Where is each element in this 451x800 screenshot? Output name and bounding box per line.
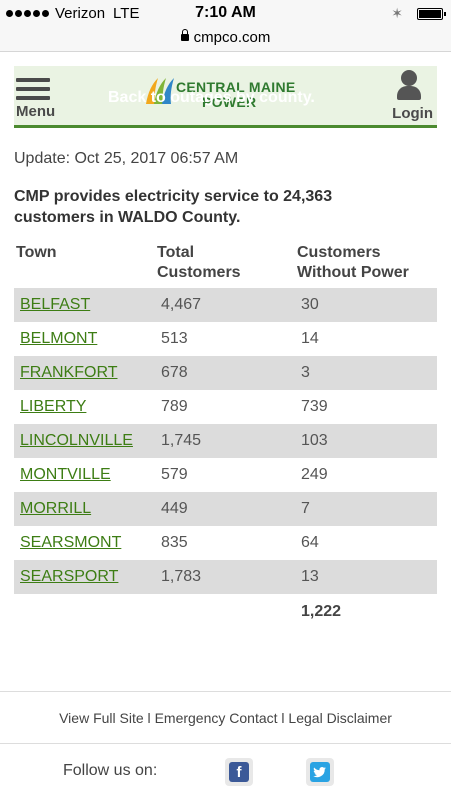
view-full-site-link[interactable]: View Full Site <box>59 710 144 726</box>
total-customers-cell: 678 <box>155 356 295 390</box>
address-bar[interactable]: cmpco.com <box>0 28 451 52</box>
outage-table: Town Total Customers Customers Without Pow… <box>14 243 437 630</box>
hamburger-icon <box>16 78 50 105</box>
town-link[interactable]: MORRILL <box>20 500 92 517</box>
total-customers-cell: 1,745 <box>155 424 295 458</box>
header-customers-without-power: Customers Without Power <box>297 244 409 281</box>
without-power-cell: 739 <box>301 398 328 415</box>
total-customers-cell: 4,467 <box>155 288 295 322</box>
status-time: 7:10 AM <box>195 4 256 21</box>
signal-strength-icon <box>6 10 49 17</box>
facebook-button[interactable]: f <box>225 758 253 786</box>
total-customers-cell: 449 <box>155 492 295 526</box>
follow-us-label: Follow us on: <box>63 762 158 779</box>
town-link[interactable]: BELFAST <box>20 296 91 313</box>
total-customers-cell: 579 <box>161 466 188 483</box>
network-type: LTE <box>113 5 140 22</box>
town-link[interactable]: SEARSPORT <box>20 568 119 585</box>
table-row: FRANKFORT 678 3 <box>14 356 437 390</box>
table-row: BELFAST 4,467 30 <box>14 288 437 322</box>
ios-status-bar: Verizon LTE 7:10 AM ✶ <box>0 0 451 28</box>
bluetooth-icon: ✶ <box>391 5 403 21</box>
update-timestamp: Update: Oct 25, 2017 06:57 AM <box>14 150 239 167</box>
table-row: SEARSPORT 1,783 13 <box>14 560 437 594</box>
twitter-button[interactable] <box>306 758 334 786</box>
login-label: Login <box>392 105 433 122</box>
lock-icon <box>180 29 189 41</box>
without-power-cell: 3 <box>295 356 437 390</box>
total-without-power: 1,222 <box>295 594 437 630</box>
town-link[interactable]: SEARSMONT <box>20 534 122 551</box>
without-power-cell: 13 <box>295 560 437 594</box>
cmp-logo[interactable]: CENTRAL MAINE POWER <box>142 74 322 114</box>
carrier-info: Verizon LTE <box>6 5 139 22</box>
menu-label: Menu <box>16 103 56 120</box>
header-total-customers: Total Customers <box>157 244 241 281</box>
carrier-name: Verizon <box>55 5 106 22</box>
url-text: cmpco.com <box>193 29 271 46</box>
town-link[interactable]: MONTVILLE <box>20 466 111 483</box>
facebook-icon: f <box>229 762 249 782</box>
county-summary: CMP provides electricity service to 24,3… <box>14 188 333 226</box>
total-customers-cell: 789 <box>161 398 188 415</box>
table-row: SEARSMONT 835 64 <box>14 526 437 560</box>
total-customers-cell: 1,783 <box>155 560 295 594</box>
emergency-contact-link[interactable]: Emergency Contact <box>154 710 278 726</box>
logo-line-2: POWER <box>202 94 257 110</box>
table-row: LINCOLNVILLE 1,745 103 <box>14 424 437 458</box>
login-button[interactable]: Login <box>389 68 433 124</box>
town-link[interactable]: BELMONT <box>20 330 98 347</box>
table-row: LIBERTY 789 739 <box>14 390 437 424</box>
site-header: Menu CENTRAL MAINE POWER Back to outages… <box>14 66 437 128</box>
total-customers-cell: 835 <box>161 534 188 551</box>
town-link[interactable]: LIBERTY <box>20 398 87 415</box>
table-header-row: Town Total Customers Customers Without Pow… <box>14 243 437 288</box>
table-row: MONTVILLE 579 249 <box>14 458 437 492</box>
header-town: Town <box>16 244 57 261</box>
logo-line-1: CENTRAL MAINE <box>176 79 296 95</box>
without-power-cell: 64 <box>301 534 319 551</box>
without-power-cell: 30 <box>295 288 437 322</box>
town-link[interactable]: LINCOLNVILLE <box>20 432 133 449</box>
without-power-cell: 103 <box>295 424 437 458</box>
back-to-county-link[interactable]: Back to outages by county. <box>108 89 315 106</box>
total-row: 1,222 <box>14 594 437 630</box>
footer-divider-2 <box>0 743 451 744</box>
battery-icon <box>417 7 446 20</box>
table-row: MORRILL 449 7 <box>14 492 437 526</box>
cmp-logo-icon <box>146 78 174 104</box>
total-customers-cell: 513 <box>161 330 188 347</box>
without-power-cell: 14 <box>301 330 319 347</box>
twitter-icon <box>310 762 330 782</box>
footer-divider <box>0 691 451 692</box>
legal-disclaimer-link[interactable]: Legal Disclaimer <box>288 710 392 726</box>
without-power-cell: 7 <box>295 492 437 526</box>
menu-button[interactable]: Menu <box>16 70 66 122</box>
town-link[interactable]: FRANKFORT <box>20 364 118 381</box>
table-row: BELMONT 513 14 <box>14 322 437 356</box>
footer-links: View Full Site l Emergency Contact l Leg… <box>59 710 392 726</box>
without-power-cell: 249 <box>301 466 328 483</box>
